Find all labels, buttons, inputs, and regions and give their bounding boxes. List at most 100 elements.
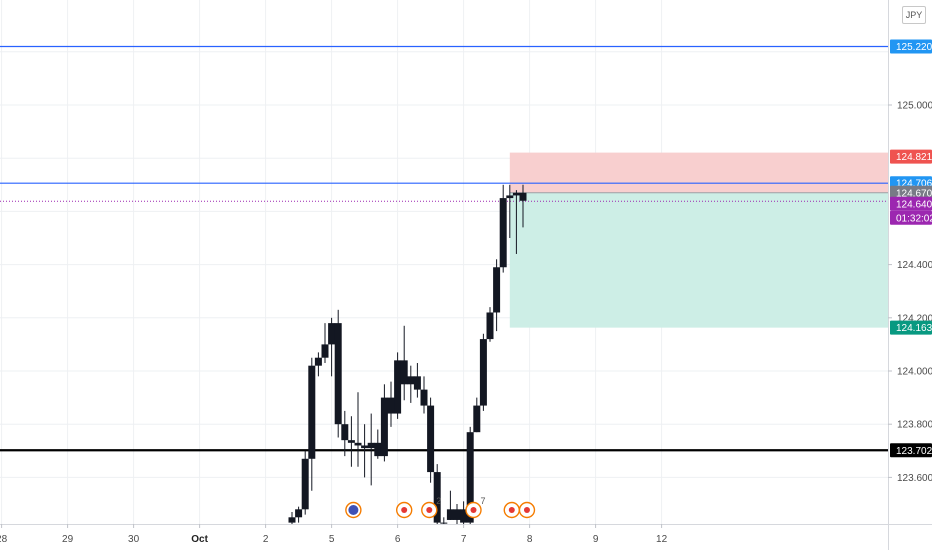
time-tick-label: 7	[461, 534, 467, 545]
candle	[413, 363, 421, 398]
candle	[519, 184, 527, 228]
candle	[427, 397, 435, 483]
take-profit-badge	[890, 320, 932, 335]
candle	[400, 325, 408, 401]
stop-loss-badge	[890, 149, 932, 164]
candle	[328, 317, 336, 377]
candle	[295, 506, 303, 523]
candle	[460, 501, 468, 524]
price-tick-label: 125.000	[897, 101, 932, 112]
candle-body	[453, 509, 461, 520]
candle-body	[328, 323, 336, 345]
countdown-badge	[890, 210, 932, 225]
candle	[486, 307, 494, 342]
candle-body	[308, 365, 316, 459]
candle	[440, 517, 448, 524]
level-label: 124.706	[896, 179, 932, 190]
candle-body	[433, 472, 441, 523]
candle-body	[301, 458, 309, 510]
candle-body	[387, 397, 395, 414]
candle	[308, 357, 316, 491]
candle-body	[420, 389, 428, 406]
time-tick-label: 30	[128, 534, 140, 545]
candle-body	[427, 405, 435, 473]
candle-body	[400, 360, 408, 385]
candle-body	[479, 339, 487, 406]
price-tick-label: 123.600	[897, 473, 932, 484]
candle	[380, 384, 388, 462]
dividend-event-icon[interactable]	[396, 501, 413, 519]
level-label: 123.702	[896, 446, 932, 457]
candle	[314, 352, 322, 377]
price-tick-label: 124.200	[897, 313, 932, 324]
candle	[301, 450, 309, 515]
candle-body	[512, 192, 520, 196]
candle-body	[295, 509, 303, 518]
level-badge	[890, 39, 932, 54]
stop-loss-zone	[509, 152, 888, 193]
candle-body	[466, 432, 474, 523]
candle-body	[374, 442, 382, 457]
candle-body	[493, 267, 501, 313]
dividend-event-icon[interactable]	[518, 501, 536, 519]
candle-body	[334, 323, 342, 425]
candle-body	[367, 442, 375, 449]
dividend-event-icon[interactable]: 7	[465, 496, 486, 519]
candle	[394, 352, 402, 419]
current-price-badge	[890, 196, 932, 211]
candle-body	[314, 357, 322, 366]
level-badge	[890, 443, 932, 458]
candle	[341, 410, 349, 457]
candle	[506, 184, 514, 238]
stop-loss-label: 124.821	[896, 152, 932, 163]
candle-body	[486, 312, 494, 340]
candle	[334, 309, 342, 438]
candle-body	[440, 522, 448, 524]
candle-body	[361, 445, 369, 449]
candle-body	[446, 509, 454, 520]
candle	[433, 464, 441, 524]
candle	[473, 397, 481, 433]
time-tick-label: Oct	[191, 534, 208, 545]
time-tick-label: 28	[0, 534, 8, 545]
candle	[354, 392, 362, 467]
candle-body	[519, 192, 527, 201]
event-count: 7	[481, 496, 486, 506]
candle	[493, 259, 501, 332]
candle	[512, 190, 520, 254]
candle-body	[499, 198, 507, 268]
candle-body	[341, 424, 349, 441]
candle	[361, 424, 369, 478]
event-count: 2	[436, 496, 441, 506]
candle	[347, 416, 355, 467]
candle-body	[380, 397, 388, 457]
candle-body	[460, 509, 468, 523]
candle	[499, 184, 507, 273]
price-tick-label: 124.400	[897, 260, 932, 271]
candle	[367, 413, 375, 486]
earnings-event-icon[interactable]	[345, 501, 362, 519]
currency-button[interactable]: JPY	[902, 6, 926, 24]
time-tick-label: 8	[527, 534, 533, 545]
countdown-label: 01:32:02	[896, 213, 932, 224]
candle-body	[354, 442, 362, 446]
candle	[321, 323, 329, 364]
candle	[446, 490, 454, 520]
candle	[479, 333, 487, 411]
take-profit-label: 124.163	[896, 323, 932, 334]
candle	[374, 429, 382, 459]
price-axis	[888, 0, 932, 550]
entry-label: 124.670	[896, 188, 932, 199]
candle-body	[413, 376, 421, 390]
dividend-event-icon[interactable]	[503, 501, 520, 519]
candle-body	[473, 405, 481, 433]
candle-body	[506, 195, 514, 199]
dividend-event-icon[interactable]: 2	[421, 496, 442, 519]
time-tick-label: 2	[263, 534, 269, 545]
candle	[407, 365, 415, 403]
level-label: 125.220	[896, 42, 932, 53]
take-profit-zone	[509, 192, 888, 328]
time-tick-label: 5	[329, 534, 335, 545]
